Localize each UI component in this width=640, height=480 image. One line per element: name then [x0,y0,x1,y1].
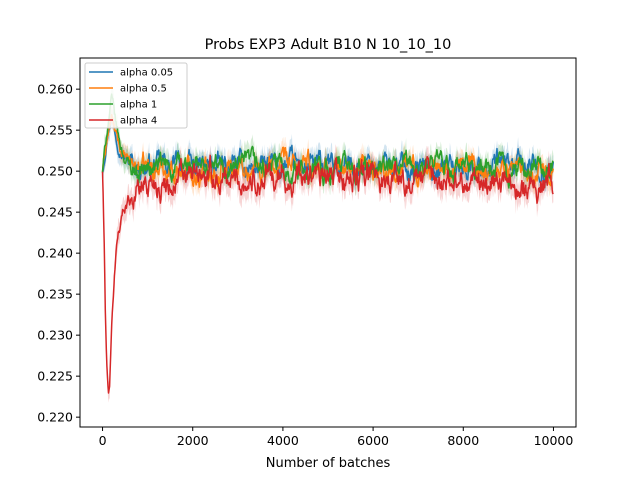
line-alpha-4 [101,154,554,394]
y-tick-label: 0.220 [37,410,73,425]
y-tick-label: 0.235 [37,287,73,302]
chart-title: Probs EXP3 Adult B10 N 10_10_10 [205,37,452,53]
y-tick-label: 0.260 [37,82,73,97]
x-tick-label: 4000 [267,433,299,448]
legend: alpha 0.05 alpha 0.5 alpha 1 alpha 4 [84,62,188,129]
legend-box [84,62,188,129]
x-axis-ticks: 0 2000 4000 6000 8000 10000 [99,427,574,448]
y-tick-label: 0.225 [37,369,73,384]
series-lines [101,93,555,394]
x-tick-label: 2000 [177,433,209,448]
legend-label: alpha 0.05 [120,68,173,79]
legend-label: alpha 0.5 [120,84,167,95]
y-tick-label: 0.245 [37,205,73,220]
x-tick-label: 6000 [357,433,389,448]
y-tick-label: 0.230 [37,328,73,343]
x-tick-label: 0 [99,433,107,448]
y-tick-label: 0.255 [37,123,73,138]
legend-label: alpha 4 [120,116,157,127]
y-tick-label: 0.240 [37,246,73,261]
x-tick-label: 10000 [534,433,574,448]
x-tick-label: 8000 [447,433,479,448]
x-axis-label: Number of batches [266,456,391,471]
plot-frame [79,57,577,428]
legend-label: alpha 1 [120,100,157,111]
y-axis-ticks: 0.220 0.225 0.230 0.235 0.240 0.245 0.250 0.255… [37,82,80,425]
line-alpha-1 [101,93,554,189]
y-tick-label: 0.250 [37,164,73,179]
